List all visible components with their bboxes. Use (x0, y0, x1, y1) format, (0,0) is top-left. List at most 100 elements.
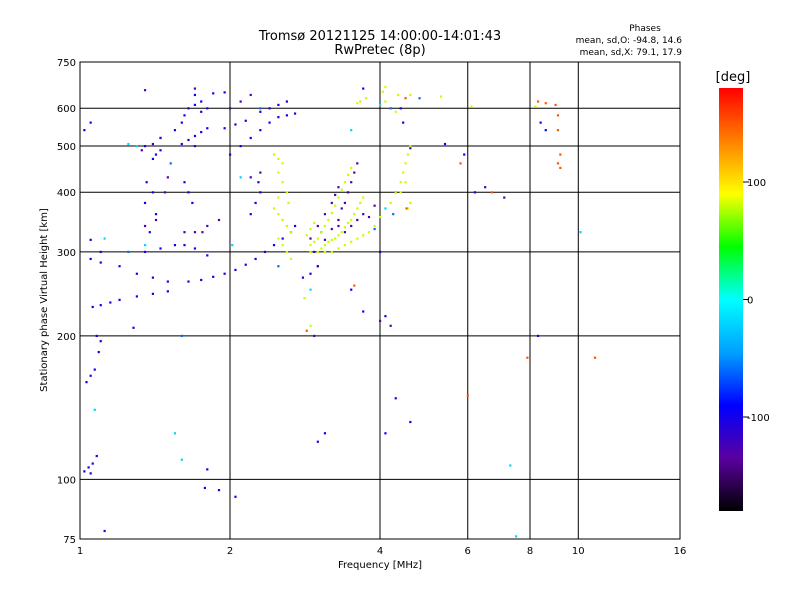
echo-point (151, 191, 155, 194)
y-tick-label: 400 (57, 188, 76, 199)
echo-point (402, 121, 405, 124)
echo-point (193, 103, 197, 107)
echo-point (399, 107, 402, 110)
echo-point (277, 171, 280, 174)
echo-point (356, 162, 359, 165)
echo-point (327, 240, 330, 243)
echo-point (249, 176, 252, 179)
echo-point (159, 149, 162, 152)
echo-point (334, 204, 337, 207)
echo-point (367, 215, 371, 219)
echo-point (394, 191, 397, 194)
echo-point (337, 218, 340, 222)
echo-point (154, 153, 158, 156)
echo-point (259, 110, 262, 113)
echo-point (193, 93, 197, 97)
echo-point (305, 329, 308, 332)
echo-point (89, 257, 92, 261)
echo-point (285, 224, 288, 228)
echo-point (173, 244, 177, 247)
y-tick-label: 300 (57, 248, 76, 259)
echo-point (180, 458, 183, 461)
echo-point (381, 90, 384, 93)
echo-point (337, 186, 340, 189)
echo-point (399, 191, 402, 194)
echo-point (99, 261, 102, 264)
echo-point (359, 201, 362, 205)
echo-point (379, 103, 382, 107)
echo-point (490, 191, 493, 194)
echo-point (389, 201, 392, 205)
echo-point (135, 144, 138, 148)
echo-point (135, 272, 138, 275)
x-tick-label: 6 (465, 546, 471, 557)
echo-point (143, 144, 147, 148)
echo-point (350, 240, 353, 243)
y-tick-label: 100 (57, 475, 76, 486)
echo-point (379, 250, 382, 254)
echo-point (166, 290, 169, 293)
echo-point (350, 218, 353, 222)
echo-point (406, 207, 410, 210)
echo-point (526, 356, 529, 359)
echo-point (272, 244, 276, 247)
echo-point (365, 97, 368, 100)
echo-point (145, 181, 148, 184)
echo-point (305, 234, 308, 237)
echo-point (127, 142, 130, 146)
echo-point (309, 237, 312, 240)
echo-point (320, 247, 323, 250)
echo-point (362, 234, 365, 237)
echo-point (103, 237, 106, 240)
echo-point (281, 237, 284, 240)
echo-point (330, 227, 333, 231)
echo-point (281, 162, 284, 165)
echo-point (343, 226, 347, 229)
echo-point (384, 315, 387, 318)
stats-heading: Phases (629, 24, 661, 34)
echo-point (234, 495, 237, 498)
echo-point (337, 247, 340, 250)
echo-point (206, 107, 209, 110)
echo-point (272, 207, 276, 210)
echo-point (309, 227, 312, 231)
colorbar-tick-label: 100 (747, 178, 766, 189)
echo-point (334, 193, 337, 197)
echo-point (206, 224, 209, 228)
echo-point (173, 432, 177, 435)
echo-point (373, 204, 376, 207)
echo-point (285, 114, 288, 117)
echo-point (350, 224, 353, 228)
y-tick-labels: 75 100 200 300 400 500 600 750 (57, 58, 76, 546)
echo-point (244, 263, 247, 266)
echo-point (579, 231, 582, 234)
echo-point (257, 181, 260, 184)
echo-point (509, 464, 512, 467)
echo-point (285, 250, 288, 254)
echo-point (313, 221, 316, 225)
echo-point (99, 250, 102, 254)
echo-point (259, 191, 262, 194)
echo-point (143, 201, 147, 205)
echo-point (268, 107, 271, 110)
echo-point (277, 157, 280, 161)
echo-point (353, 171, 356, 174)
echo-point (200, 110, 203, 113)
x-tick-label: 4 (377, 546, 383, 557)
echo-point (89, 472, 92, 475)
echo-point (95, 334, 98, 338)
colorbar-tick-label: 0 (747, 296, 753, 307)
echo-point (367, 231, 371, 234)
chart-subtitle: RwPretec (8p) (334, 43, 425, 58)
echo-point (183, 114, 186, 117)
echo-point (91, 462, 94, 465)
echo-point (409, 147, 412, 150)
echo-point (384, 207, 387, 210)
echo-point (83, 470, 86, 473)
echo-point (203, 486, 206, 490)
echo-point (399, 181, 402, 184)
echo-point (330, 211, 333, 215)
echo-point (272, 153, 276, 156)
echo-point (544, 129, 547, 132)
echo-point (183, 181, 186, 184)
